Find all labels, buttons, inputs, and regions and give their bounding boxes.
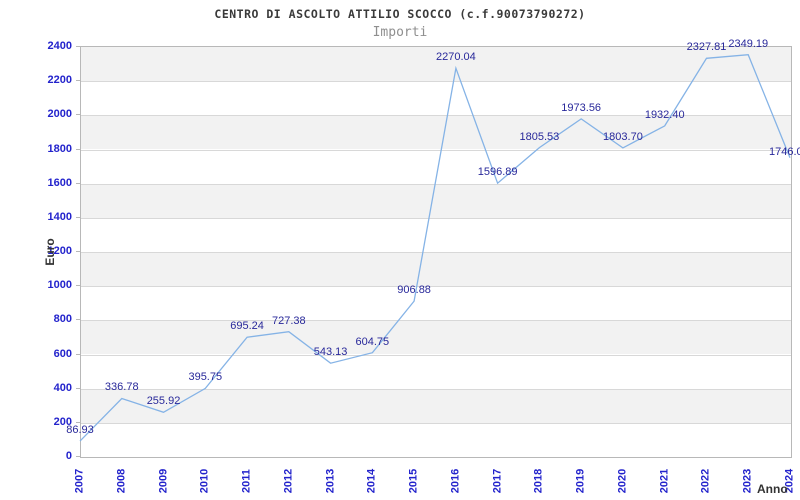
x-tick-label: 2008	[115, 468, 128, 494]
x-tick-label: 2012	[282, 468, 295, 494]
y-tick-mark	[76, 421, 80, 423]
y-tick-mark	[76, 251, 80, 252]
y-tick-label: 2000	[47, 108, 72, 121]
x-tick-label: 2018	[532, 468, 545, 494]
data-point-label: 1973.56	[561, 101, 602, 114]
y-tick-mark	[76, 182, 80, 184]
y-axis-title: Euro	[43, 238, 57, 266]
x-tick-label: 2007	[73, 468, 86, 494]
grid-band	[81, 183, 791, 218]
x-tick-label: 2019	[574, 468, 587, 494]
data-point-label: 695.24	[230, 320, 264, 333]
y-tick-mark	[76, 148, 80, 150]
y-tick-label: 200	[53, 415, 72, 428]
x-tick-label: 2009	[157, 468, 170, 494]
x-tick-label: 2022	[699, 468, 712, 494]
y-tick-label: 600	[53, 347, 72, 360]
y-tick-mark	[76, 456, 80, 457]
x-tick-label: 2021	[658, 468, 671, 494]
data-point-label: 543.13	[313, 346, 348, 359]
grid-band	[81, 286, 791, 321]
y-tick-label: 1800	[47, 142, 72, 155]
data-point-label: 1596.89	[477, 166, 518, 179]
data-point-label: 2349.19	[728, 37, 769, 50]
y-tick-mark	[76, 319, 80, 321]
y-tick-mark	[76, 285, 80, 287]
y-tick-label: 1400	[47, 210, 72, 223]
plot-area	[80, 46, 792, 458]
chart-title: CENTRO DI ASCOLTO ATTILIO SCOCCO (c.f.90…	[214, 7, 586, 21]
y-tick-mark	[76, 46, 80, 47]
chart-subtitle: Importi	[372, 25, 428, 40]
data-point-label: 604.75	[355, 335, 390, 348]
x-tick-label: 2023	[741, 468, 754, 494]
grid-band	[81, 149, 791, 184]
y-tick-label: 0	[65, 450, 72, 462]
grid-band	[81, 422, 791, 457]
y-tick-label: 2400	[47, 40, 72, 52]
y-tick-mark	[76, 353, 80, 355]
y-tick-label: 1000	[47, 279, 72, 292]
grid-band	[81, 252, 791, 287]
data-point-label: 255.92	[146, 395, 181, 408]
y-tick-label: 1600	[47, 176, 72, 189]
y-tick-label: 400	[53, 381, 72, 394]
y-tick-label: 2200	[47, 74, 72, 87]
data-point-label: 1803.70	[603, 130, 643, 143]
x-tick-label: 2016	[449, 468, 462, 494]
data-point-label: 906.88	[397, 284, 431, 297]
grid-band	[81, 320, 791, 355]
x-tick-label: 2015	[407, 468, 420, 494]
x-tick-label: 2020	[616, 468, 629, 494]
data-point-label: 1805.53	[519, 130, 560, 143]
x-tick-label: 2013	[324, 468, 337, 494]
data-point-label: 86.93	[66, 424, 94, 437]
data-point-label: 395.75	[188, 371, 223, 384]
data-point-label: 727.38	[271, 314, 306, 327]
y-tick-mark	[76, 216, 80, 218]
y-tick-mark	[76, 80, 80, 82]
x-tick-label: 2010	[198, 468, 211, 494]
x-axis-title: Anno	[757, 482, 788, 496]
data-point-label: 336.78	[104, 381, 139, 394]
data-point-label: 2270.04	[435, 51, 476, 64]
y-tick-label: 800	[53, 313, 72, 326]
x-tick-label: 2011	[240, 469, 253, 493]
data-point-label: 1746.0	[769, 145, 800, 158]
grid-band	[81, 217, 791, 252]
data-point-label: 2327.81	[686, 41, 727, 54]
y-tick-mark	[76, 387, 80, 389]
y-tick-mark	[76, 114, 80, 116]
y-tick-label: 1200	[47, 245, 72, 257]
x-tick-label: 2017	[491, 468, 504, 494]
data-point-label: 1932.40	[644, 108, 685, 121]
grid-band	[81, 388, 791, 423]
x-tick-label: 2014	[365, 468, 378, 494]
